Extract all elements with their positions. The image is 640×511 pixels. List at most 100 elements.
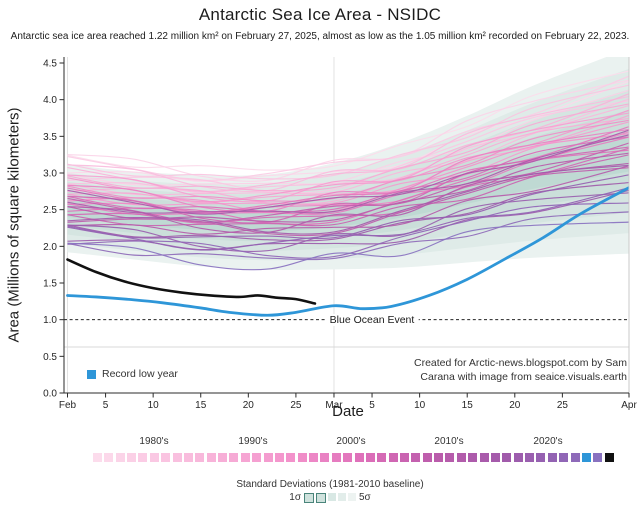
sigma-swatch-2: [316, 492, 326, 503]
x-tick-label: Feb: [59, 400, 77, 411]
year-swatch-1994: [252, 453, 262, 462]
current-2025-curve: [66, 258, 317, 305]
year-swatch-1990: [206, 453, 216, 462]
year-swatch-2023: [581, 453, 591, 462]
year-swatch-1982: [115, 453, 125, 462]
record-low-legend: Record low year: [87, 368, 178, 380]
x-tick-label: 15: [462, 400, 474, 411]
x-tick-label: 15: [195, 400, 207, 411]
year-curve-1980: [67, 70, 629, 171]
year-curve-1984: [67, 75, 629, 181]
year-swatch-1987: [172, 453, 182, 462]
y-tick-label: 4.5: [43, 59, 57, 70]
y-axis-label: Area (Millions of square kilometers): [5, 107, 23, 343]
year-curve-1994: [67, 112, 629, 203]
year-swatch-2010: [434, 453, 444, 462]
year-swatch-1983: [127, 453, 137, 462]
sigma-swatch-5: [348, 492, 356, 501]
y-tick-label: 3.5: [43, 132, 57, 143]
x-axis-label: Date: [332, 403, 364, 420]
year-swatch-2012: [456, 453, 466, 462]
year-curve-2022: [67, 211, 629, 261]
year-curve-1986: [67, 84, 629, 180]
year-curve-2002: [67, 126, 629, 213]
credit-line-1: Created for Arctic-news.blogspot.com by …: [413, 357, 627, 369]
decade-label-2010: 2010's: [434, 436, 464, 447]
x-tick-label: 10: [148, 400, 160, 411]
year-swatch-2015: [490, 453, 500, 462]
y-tick-label: 1.5: [43, 279, 57, 290]
year-curve-2000: [67, 128, 629, 213]
year-curve-2018: [67, 192, 629, 253]
decade-label-2000: 2000's: [336, 436, 366, 447]
year-curve-2024: [67, 221, 629, 271]
year-curve-2020: [67, 187, 629, 251]
year-curve-2004: [67, 136, 629, 213]
x-tick-label: 10: [414, 400, 426, 411]
year-curve-2016: [67, 181, 629, 242]
year-swatch-1986: [161, 453, 171, 462]
year-swatch-2005: [377, 453, 387, 462]
decade-label-1980: 1980's: [139, 436, 169, 447]
year-curve-1993: [67, 114, 629, 204]
year-swatch-2011: [445, 453, 455, 462]
record-low-legend-label: Record low year: [102, 368, 178, 380]
year-swatch-2025: [604, 453, 614, 462]
year-swatch-1984: [138, 453, 148, 462]
year-swatch-1980: [93, 453, 102, 462]
year-swatch-1995: [263, 453, 273, 462]
record-low-swatch-icon: [87, 369, 96, 379]
year-curve-1988: [67, 96, 629, 193]
sigma-swatch-4: [338, 492, 346, 501]
decade-label-1990: 1990's: [238, 436, 268, 447]
year-swatch-2022: [570, 453, 580, 462]
credit-line-2: Carana with image from seaice.visuals.ea…: [420, 371, 627, 383]
year-swatch-2014: [479, 453, 489, 462]
year-swatch-2013: [468, 453, 478, 462]
year-swatch-2016: [502, 453, 512, 462]
x-tick-label: Mar: [325, 400, 343, 411]
stddev-legend-title: Standard Deviations (1981-2010 baseline): [236, 479, 424, 490]
year-swatch-1992: [229, 453, 239, 462]
y-tick-label: 2.5: [43, 205, 57, 216]
decade-label-2020: 2020's: [533, 436, 563, 447]
year-swatch-1981: [104, 453, 114, 462]
year-curve-1985: [67, 100, 629, 194]
year-swatch-2008: [411, 453, 421, 462]
year-swatch-2020: [547, 453, 557, 462]
sigma-min-label: 1σ: [289, 492, 301, 503]
year-swatch-2009: [422, 453, 432, 462]
year-swatch-2001: [331, 453, 341, 462]
year-curve-2011: [67, 165, 629, 235]
year-curve-2010: [67, 152, 629, 223]
page-title: Antarctic Sea Ice Area - NSIDC: [198, 5, 442, 24]
year-swatch-1993: [240, 453, 250, 462]
x-tick-label: 25: [290, 400, 302, 411]
x-tick-label: 5: [103, 400, 109, 411]
year-swatch-2003: [354, 453, 364, 462]
year-swatch-1999: [309, 453, 319, 462]
y-tick-label: 0.0: [43, 389, 57, 400]
year-curve-2015: [67, 164, 629, 235]
year-swatch-1988: [183, 453, 193, 462]
sigma-swatch-1: [304, 492, 314, 503]
year-curve-2021: [67, 202, 629, 259]
y-tick-label: 3.0: [43, 169, 57, 180]
x-tick-label: 25: [557, 400, 569, 411]
year-swatch-1997: [286, 453, 296, 462]
x-tick-label: Apr: [621, 400, 637, 411]
year-swatch-2017: [513, 453, 523, 462]
year-swatch-2024: [593, 453, 603, 462]
credit-note: Created for Arctic-news.blogspot.com by …: [414, 356, 627, 384]
year-curve-2014: [67, 129, 629, 215]
blue-ocean-event-label: Blue Ocean Event: [325, 314, 419, 326]
year-swatch-2007: [399, 453, 409, 462]
y-tick-label: 1.0: [43, 315, 57, 326]
year-swatch-2006: [388, 453, 398, 462]
chart-subtitle: Antarctic sea ice area reached 1.22 mill…: [10, 31, 630, 42]
x-tick-label: 20: [243, 400, 255, 411]
stddev-band-1sigma: [67, 130, 629, 232]
plot-area: [64, 57, 629, 393]
